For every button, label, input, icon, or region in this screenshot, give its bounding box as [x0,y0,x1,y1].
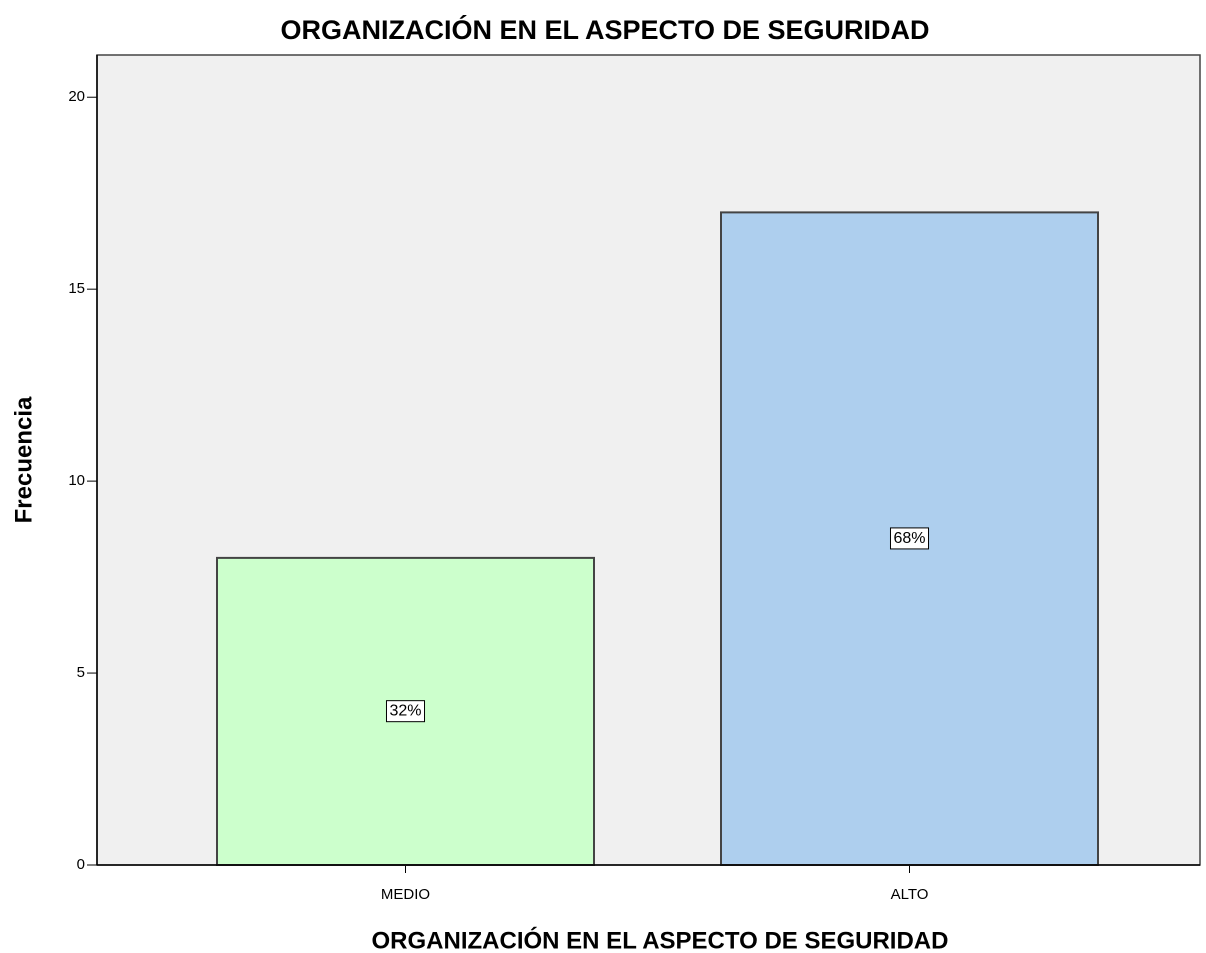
y-tick-label: 15 [68,280,85,297]
y-tick-label: 5 [77,664,85,681]
chart-title: ORGANIZACIÓN EN EL ASPECTO DE SEGURIDAD [280,14,929,45]
y-axis-title: Frecuencia [10,396,37,523]
x-axis-title: ORGANIZACIÓN EN EL ASPECTO DE SEGURIDAD [372,926,949,953]
y-tick-label: 10 [68,472,85,489]
y-tick-label: 20 [68,88,85,105]
x-tick-label: MEDIO [381,886,430,903]
bar-label: 68% [893,530,925,547]
bar-label-box [385,700,426,723]
x-tick-label: ALTO [891,886,929,903]
bar-label-box [889,527,930,550]
y-tick-label: 0 [77,856,85,873]
bar-label: 32% [389,703,421,720]
